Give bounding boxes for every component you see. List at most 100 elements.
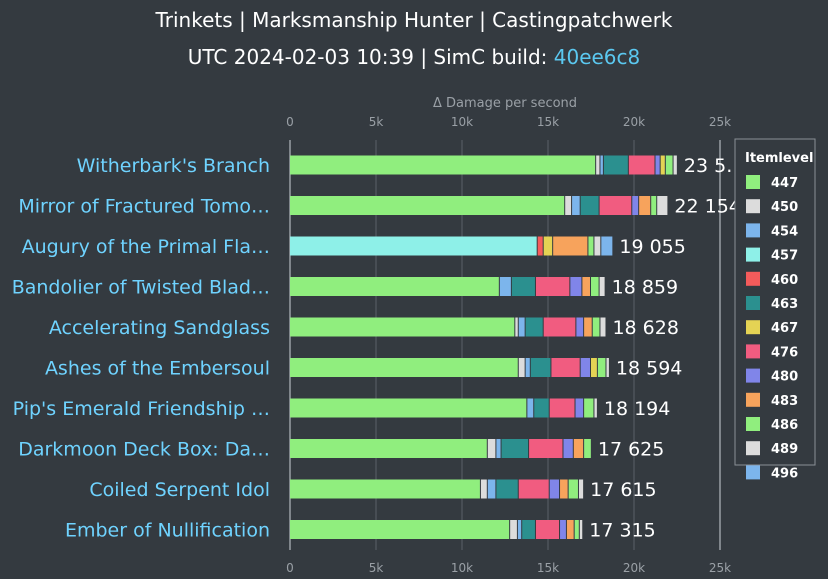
bar-row[interactable] [290, 196, 668, 215]
bar-segment-447[interactable] [290, 155, 596, 175]
legend-item-450[interactable]: 450 [746, 199, 798, 215]
category-label[interactable]: Ember of Nullification [65, 520, 270, 542]
bar-segment-463[interactable] [496, 479, 518, 499]
bar-segment-447[interactable] [290, 196, 565, 215]
bar-segment-447[interactable] [290, 398, 527, 418]
category-label[interactable]: Witherbark's Branch [77, 155, 270, 177]
bar-segment-447[interactable] [290, 358, 518, 377]
bar-segment-489[interactable] [657, 196, 668, 215]
bar-segment-454[interactable] [518, 317, 525, 337]
bar-segment-486[interactable] [584, 439, 591, 458]
bar-segment-483[interactable] [560, 479, 568, 499]
bar-row[interactable] [290, 358, 609, 377]
category-label[interactable]: Augury of the Primal Fla… [22, 236, 270, 258]
bar-segment-489[interactable] [606, 358, 609, 377]
bar-segment-447[interactable] [290, 439, 487, 458]
bar-segment-489[interactable] [594, 398, 597, 418]
bar-segment-467[interactable] [591, 358, 597, 377]
legend-item-486[interactable]: 486 [746, 417, 798, 433]
category-label[interactable]: Coiled Serpent Idol [89, 479, 270, 501]
bar-segment-496[interactable] [601, 236, 613, 256]
legend-item-467[interactable]: 467 [746, 320, 798, 336]
legend-item-496[interactable]: 496 [746, 465, 798, 481]
bar-segment-450[interactable] [565, 196, 572, 215]
bar-row[interactable] [290, 317, 606, 337]
bar-segment-457[interactable] [290, 236, 537, 256]
bar-segment-489[interactable] [673, 155, 677, 175]
bar-segment-476[interactable] [551, 358, 580, 377]
bar-segment-463[interactable] [525, 317, 543, 337]
bar-row[interactable] [290, 155, 677, 175]
legend-item-460[interactable]: 460 [746, 271, 798, 288]
bar-segment-476[interactable] [599, 196, 632, 215]
bar-segment-450[interactable] [510, 520, 517, 539]
category-label[interactable]: Pip's Emerald Friendship … [13, 398, 270, 420]
bar-segment-483[interactable] [553, 236, 588, 256]
bar-segment-450[interactable] [518, 358, 525, 377]
legend-item-457[interactable]: 457 [746, 247, 798, 264]
bar-segment-447[interactable] [290, 277, 499, 296]
legend-item-480[interactable]: 480 [746, 368, 798, 385]
bar-segment-454[interactable] [600, 155, 603, 175]
bar-segment-489[interactable] [579, 520, 583, 539]
bar-segment-476[interactable] [549, 398, 575, 418]
bar-segment-450[interactable] [487, 439, 496, 458]
bar-segment-447[interactable] [290, 317, 515, 337]
bar-row[interactable] [290, 277, 605, 296]
bar-segment-486[interactable] [592, 317, 600, 337]
bar-segment-486[interactable] [568, 479, 578, 499]
bar-segment-483[interactable] [584, 317, 592, 337]
bar-segment-454[interactable] [499, 277, 511, 296]
bar-segment-447[interactable] [290, 479, 480, 499]
bar-row[interactable] [290, 479, 584, 499]
bar-segment-476[interactable] [535, 520, 560, 539]
category-label[interactable]: Darkmoon Deck Box: Da… [18, 439, 270, 461]
bar-segment-480[interactable] [560, 520, 566, 539]
legend-item-463[interactable]: 463 [746, 296, 798, 312]
bar-segment-480[interactable] [632, 196, 639, 215]
bar-segment-480[interactable] [655, 155, 660, 175]
bar-segment-467[interactable] [543, 236, 553, 256]
bar-segment-463[interactable] [603, 155, 628, 175]
bar-segment-480[interactable] [563, 439, 573, 458]
bar-segment-467[interactable] [660, 155, 665, 175]
bar-segment-460[interactable] [537, 236, 543, 256]
bar-segment-486[interactable] [591, 277, 599, 296]
bar-segment-486[interactable] [574, 520, 579, 539]
bar-segment-483[interactable] [566, 520, 574, 539]
bar-segment-486[interactable] [597, 358, 606, 377]
bar-segment-454[interactable] [525, 358, 530, 377]
bar-segment-454[interactable] [527, 398, 534, 418]
bar-segment-483[interactable] [582, 277, 590, 296]
bar-segment-463[interactable] [501, 439, 529, 458]
bar-segment-486[interactable] [665, 155, 673, 175]
bar-segment-489[interactable] [599, 277, 605, 296]
bar-row[interactable] [290, 398, 597, 418]
category-label[interactable]: Bandolier of Twisted Blad… [12, 277, 270, 299]
bar-row[interactable] [290, 520, 583, 539]
bar-segment-480[interactable] [570, 277, 582, 296]
bar-segment-489[interactable] [600, 317, 606, 337]
bar-segment-463[interactable] [530, 358, 551, 377]
bar-segment-476[interactable] [628, 155, 655, 175]
bar-segment-447[interactable] [290, 520, 510, 539]
bar-segment-483[interactable] [573, 439, 584, 458]
legend-item-454[interactable]: 454 [746, 223, 798, 239]
bar-segment-463[interactable] [534, 398, 549, 418]
bar-segment-463[interactable] [522, 520, 535, 539]
bar-segment-450[interactable] [596, 155, 600, 175]
bar-segment-489[interactable] [578, 479, 584, 499]
bar-segment-480[interactable] [549, 479, 560, 499]
bar-segment-454[interactable] [572, 196, 580, 215]
bar-segment-486[interactable] [651, 196, 657, 215]
category-label[interactable]: Accelerating Sandglass [49, 317, 270, 339]
bar-segment-480[interactable] [576, 317, 584, 337]
legend-item-476[interactable]: 476 [746, 344, 798, 360]
bar-segment-486[interactable] [584, 398, 594, 418]
bar-row[interactable] [290, 439, 591, 458]
bar-segment-454[interactable] [517, 520, 522, 539]
bar-segment-480[interactable] [580, 358, 590, 377]
bar-segment-483[interactable] [639, 196, 651, 215]
simc-build-link[interactable]: 40ee6c8 [554, 45, 641, 69]
bar-segment-454[interactable] [496, 439, 501, 458]
